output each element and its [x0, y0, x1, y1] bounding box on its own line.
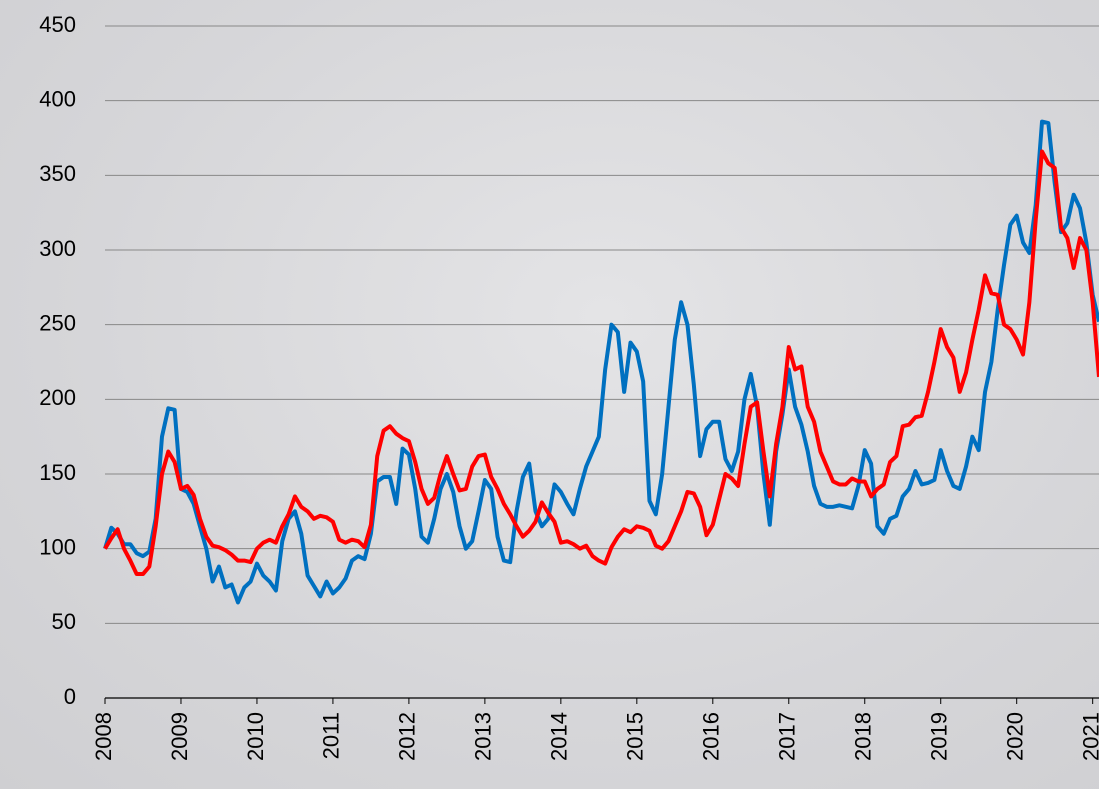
x-tick-label: 2008	[91, 712, 116, 761]
chart: 0 50 100 150 200 250 300 350 400 450 2008 2009 2010 2…	[0, 0, 1099, 789]
x-tick-label: 2019	[927, 712, 952, 761]
series-line	[105, 151, 1099, 574]
y-tick-label: 150	[39, 460, 76, 485]
x-tick-label: 2020	[1003, 712, 1028, 761]
x-tick-label: 2014	[547, 712, 572, 761]
x-tick-label: 2021	[1078, 712, 1099, 761]
x-tick-label: 2015	[623, 712, 648, 761]
x-tick-label: 2017	[775, 712, 800, 761]
series-line	[105, 122, 1099, 603]
y-tick-label: 0	[64, 684, 76, 709]
y-tick-label: 400	[39, 86, 76, 111]
x-tick-label: 2016	[699, 712, 724, 761]
x-tick-label: 2018	[851, 712, 876, 761]
x-tick-label: 2011	[319, 712, 344, 759]
y-tick-label: 50	[52, 609, 76, 634]
y-tick-label: 300	[39, 236, 76, 261]
x-tick-label: 2013	[471, 712, 496, 761]
y-tick-label: 350	[39, 161, 76, 186]
y-tick-label: 200	[39, 385, 76, 410]
y-tick-label: 450	[39, 12, 76, 37]
x-tick-label: 2010	[243, 712, 268, 761]
y-tick-label: 100	[39, 534, 76, 559]
y-tick-label: 250	[39, 310, 76, 335]
x-tick-label: 2012	[395, 712, 420, 761]
x-tick-label: 2009	[167, 712, 192, 761]
